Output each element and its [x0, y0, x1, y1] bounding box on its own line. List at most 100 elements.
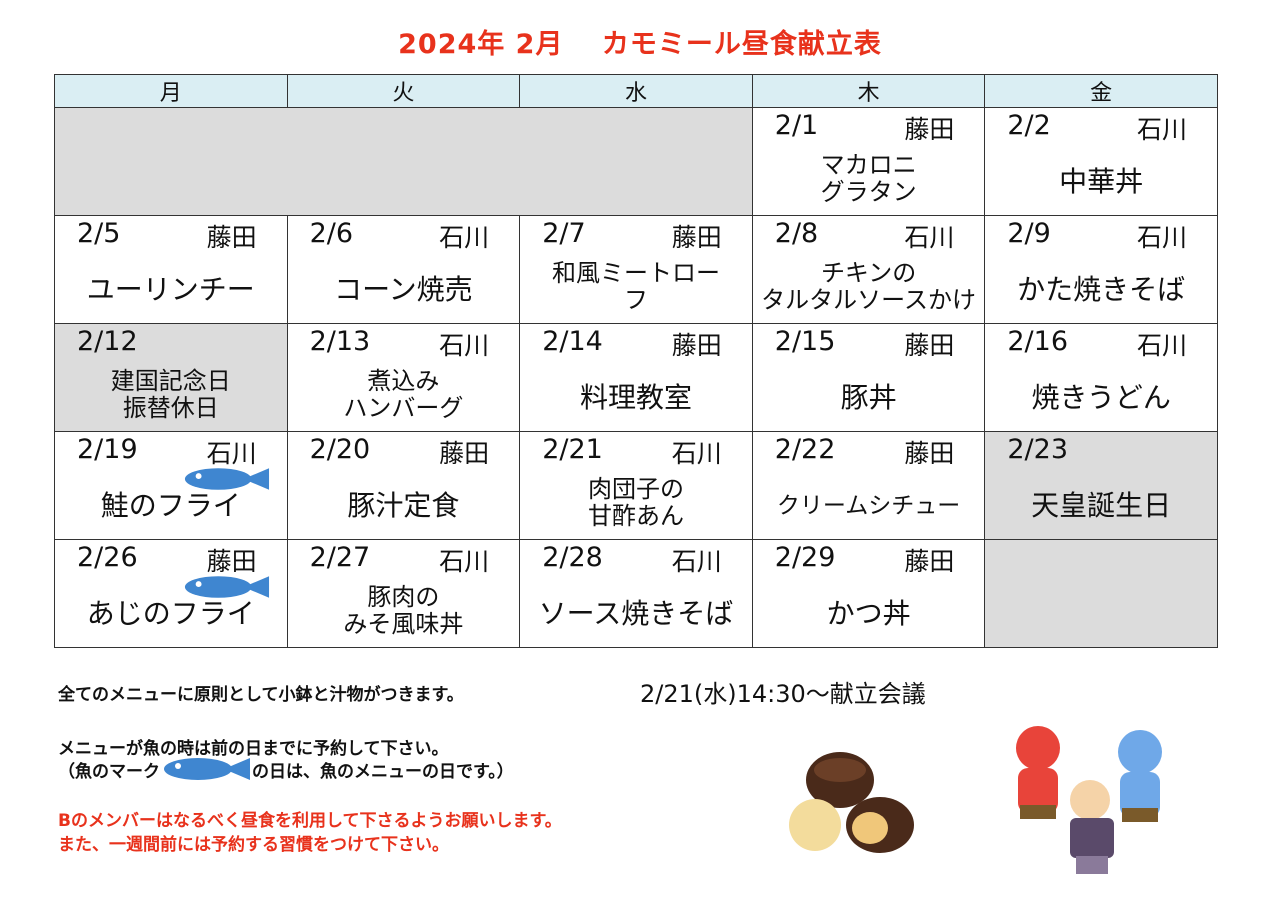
fish-icon — [184, 576, 269, 598]
day-menu: 肉団子の 甘酢あん — [520, 468, 752, 537]
week-row: 2/19 石川 鮭のフライ 2/20 藤田 豚汁定食 2/21 石川 肉団子の 甘酢あん 2/22 藤… — [54, 431, 1218, 540]
day-cook: 藤田 — [904, 439, 955, 468]
day-menu: ソース焼きそば — [520, 584, 752, 645]
day-menu: 豚丼 — [753, 368, 985, 429]
day-cell: 2/28 石川 ソース焼きそば — [519, 539, 753, 648]
week-row: 2/26 藤田 あじのフライ 2/27 石川 豚肉の みそ風味丼 2/28 石川 ソース焼きそば 2… — [54, 539, 1218, 648]
menu-line: マカロニ — [820, 151, 917, 180]
day-cook: 石川 — [1136, 115, 1187, 144]
day-date: 2/29 — [774, 542, 836, 573]
week-row: 2/12 建国記念日 振替休日 2/13 石川 煮込み ハンバーグ 2/14 藤田 料理教室 2/1… — [54, 323, 1218, 432]
day-cook: 石川 — [671, 547, 722, 576]
menu-line: クリームシチュー — [776, 492, 961, 519]
day-date: 2/23 — [1007, 434, 1069, 465]
day-cook: 石川 — [904, 223, 955, 252]
day-cook: 石川 — [439, 547, 490, 576]
menu-line: フ — [623, 285, 648, 314]
chocolate-illustration — [789, 752, 914, 853]
day-menu: 料理教室 — [520, 368, 752, 429]
meeting-notice: 2/21(水)14:30～献立会議 — [640, 680, 926, 708]
day-cell: 2/14 藤田料理教室 — [519, 323, 753, 432]
day-menu: かつ丼 — [753, 584, 985, 645]
day-cell: 2/20 藤田豚汁定食 — [286, 431, 521, 540]
menu-line: 天皇誕生日 — [1031, 489, 1172, 523]
menu-line: 甘酢あん — [587, 501, 684, 530]
weekday-fri: 金 — [984, 74, 1218, 108]
day-cook: 藤田 — [904, 547, 955, 576]
menu-line: あじのフライ — [86, 597, 255, 631]
menu-line: 中華丼 — [1059, 165, 1144, 199]
day-date: 2/8 — [774, 218, 819, 249]
day-menu: コーン焼売 — [288, 260, 520, 321]
day-cell: 2/7 藤田 和風ミートローフ — [519, 215, 753, 324]
day-date: 2/22 — [774, 434, 836, 465]
day-cell: 2/15 藤田 豚丼 — [751, 323, 986, 432]
day-cook: 藤田 — [206, 223, 257, 252]
day-date: 2/20 — [309, 434, 371, 465]
day-cell: 2/19 石川 鮭のフライ — [54, 431, 288, 540]
menu-line: 豚肉の — [367, 583, 440, 612]
menu-calendar: 月 火 水 木 金 2/1 藤田 マカロニ グラタン 2/2 石川 中華丼 2/5 藤田 ユーリン… — [54, 74, 1218, 648]
day-date: 2/15 — [774, 326, 836, 357]
day-cook: 石川 — [1136, 223, 1187, 252]
day-cook: 石川 — [439, 331, 490, 360]
day-menu: 建国記念日 振替休日 — [55, 360, 287, 429]
note-reserve-habit: また、一週間前には予約する習慣をつけて下さい。 — [58, 835, 449, 855]
day-menu: ユーリンチー — [55, 260, 287, 321]
note-fish-reservation: メニューが魚の時は前の日までに予約して下さい。 — [58, 739, 449, 759]
menu-line: ソース焼きそば — [538, 597, 734, 631]
day-date: 2/21 — [542, 434, 603, 465]
menu-line: 豚丼 — [840, 381, 897, 415]
menu-line: コーン焼売 — [334, 273, 473, 307]
day-date: 2/7 — [542, 218, 586, 249]
empty-cell — [984, 539, 1218, 648]
day-cook: 藤田 — [904, 331, 955, 360]
menu-line: 和風ミートロー — [551, 259, 720, 288]
menu-line: タルタルソースかけ — [761, 285, 976, 314]
day-cook: 石川 — [671, 439, 722, 468]
day-date: 2/19 — [77, 434, 138, 465]
day-date: 2/1 — [774, 110, 819, 141]
day-cell: 2/8 石川チキンの タルタルソースかけ — [751, 215, 986, 324]
menu-line: かた焼きそば — [1017, 273, 1186, 307]
day-cook: 藤田 — [904, 115, 955, 144]
menu-line: チキンの — [820, 259, 917, 288]
day-cell: 2/13 石川 煮込み ハンバーグ — [286, 323, 521, 432]
menu-line: ハンバーグ — [343, 393, 464, 422]
day-date: 2/6 — [309, 218, 354, 249]
note-fish-mark: （魚のマーク の日は、魚のメニューの日です。） — [58, 756, 514, 782]
day-date: 2/27 — [309, 542, 371, 573]
day-cook: 石川 — [1136, 331, 1187, 360]
day-cell: 2/5 藤田 ユーリンチー — [54, 215, 288, 324]
day-menu: 焼きうどん — [985, 368, 1217, 429]
day-cell: 2/9 石川かた焼きそば — [984, 215, 1218, 324]
day-cook: 藤田 — [206, 547, 257, 576]
menu-line: グラタン — [820, 177, 917, 206]
menu-line: 建国記念日 — [110, 367, 231, 396]
day-date: 2/13 — [309, 326, 371, 357]
note-b-members: Bのメンバーはなるべく昼食を利用して下さるようお願いします。 — [58, 811, 562, 831]
day-date: 2/14 — [542, 326, 603, 357]
weekday-header-row: 月 火 水 木 金 — [54, 74, 1218, 108]
weekday-wed: 水 — [519, 74, 753, 108]
note-fish-mark-suffix: の日は、魚のメニューの日です。） — [252, 761, 514, 782]
page-title: 2024年 2月 カモミール昼食献立表 — [398, 29, 882, 60]
day-cell: 2/21 石川 肉団子の 甘酢あん — [519, 431, 753, 540]
day-cook: 藤田 — [671, 331, 722, 360]
day-cell: 2/16 石川 焼きうどん — [984, 323, 1218, 432]
day-date: 2/12 — [77, 326, 138, 357]
day-menu: 和風ミートローフ — [520, 252, 752, 321]
day-cell: 2/26 藤田あじのフライ — [54, 539, 288, 648]
day-date: 2/26 — [77, 542, 138, 573]
menu-line: 肉団子の — [587, 475, 684, 504]
setsubun-oni-illustration — [1016, 726, 1162, 874]
day-menu: あじのフライ — [55, 584, 287, 645]
weekday-mon: 月 — [54, 74, 288, 108]
menu-line: 豚汁定食 — [347, 489, 460, 523]
day-date: 2/9 — [1007, 218, 1051, 249]
day-menu: クリームシチュー — [753, 476, 985, 537]
day-cook: 藤田 — [671, 223, 722, 252]
day-cook: 藤田 — [439, 439, 490, 468]
day-cell: 2/29 藤田かつ丼 — [751, 539, 986, 648]
day-cell: 2/2 石川 中華丼 — [984, 107, 1218, 216]
